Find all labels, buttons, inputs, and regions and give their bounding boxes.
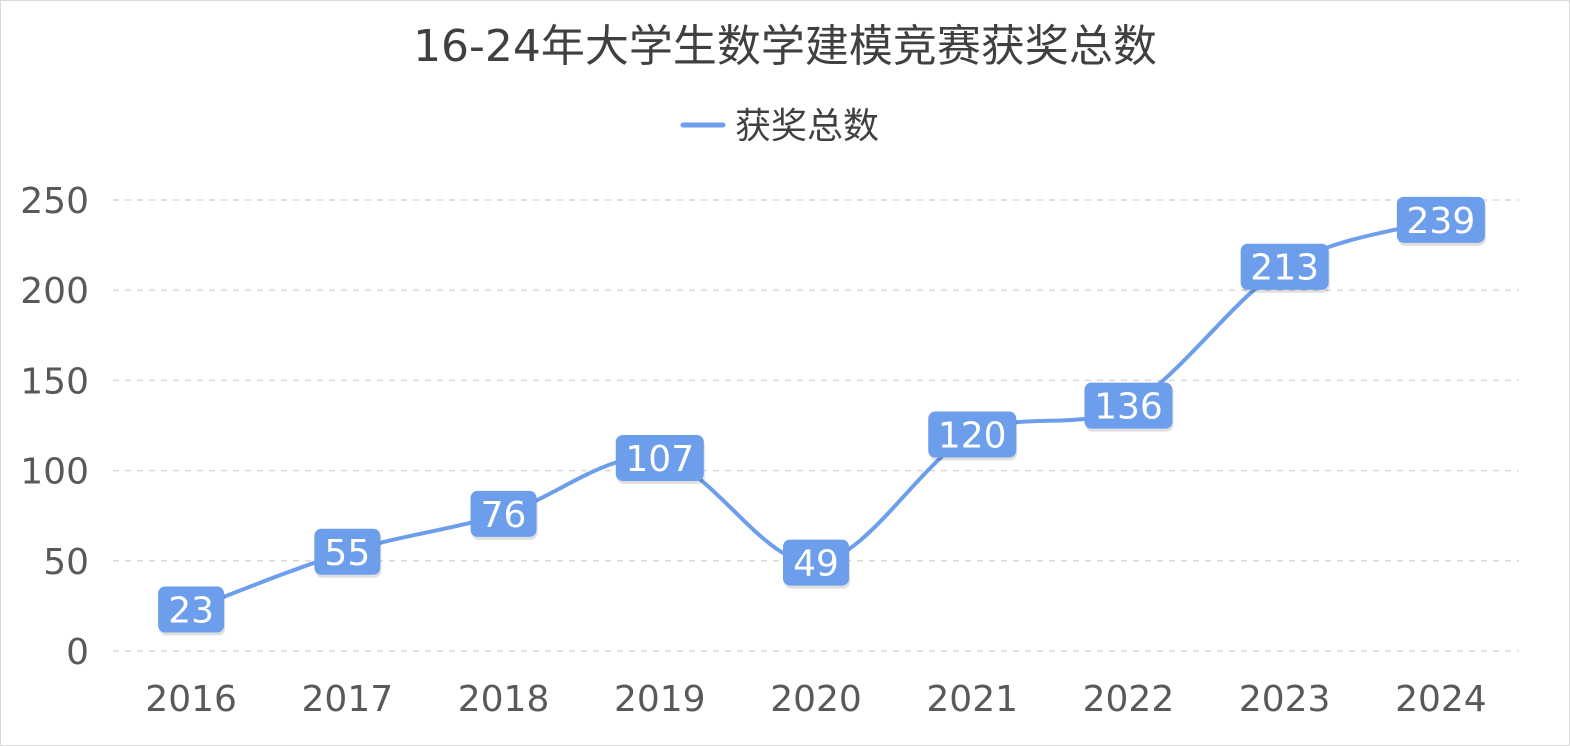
y-tick-label: 200 bbox=[20, 271, 89, 312]
data-label-value: 55 bbox=[324, 533, 370, 574]
data-label-box bbox=[615, 434, 704, 481]
legend-label: 获奖总数 bbox=[735, 106, 879, 147]
data-label: 23 bbox=[158, 586, 226, 636]
data-label-value: 136 bbox=[1094, 387, 1163, 428]
data-label-box bbox=[928, 411, 1017, 458]
data-label: 239 bbox=[1396, 196, 1486, 246]
data-label-box bbox=[158, 586, 225, 633]
y-tick-label: 250 bbox=[20, 181, 89, 222]
data-label-value: 107 bbox=[625, 439, 694, 480]
data-label-box bbox=[1240, 243, 1329, 290]
x-axis-tick-labels: 2016 2017 2018 2019 2020 2021 2022 2023 2024 bbox=[145, 679, 1486, 720]
data-label-box bbox=[1084, 382, 1173, 429]
legend: 获奖总数 bbox=[680, 106, 879, 147]
x-tick-label: 2021 bbox=[926, 679, 1018, 720]
data-label: 76 bbox=[470, 490, 538, 540]
y-tick-label: 150 bbox=[20, 361, 89, 402]
data-label: 120 bbox=[928, 411, 1018, 461]
x-tick-label: 2020 bbox=[770, 679, 862, 720]
x-tick-label: 2016 bbox=[145, 679, 237, 720]
x-tick-label: 2022 bbox=[1083, 679, 1175, 720]
x-tick-label: 2023 bbox=[1239, 679, 1331, 720]
x-tick-label: 2018 bbox=[458, 679, 550, 720]
data-label: 49 bbox=[783, 539, 850, 589]
chart-title: 16-24年大学生数学建模竞赛获奖总数 bbox=[413, 21, 1157, 72]
data-label-value: 76 bbox=[481, 495, 527, 536]
x-tick-label: 2024 bbox=[1395, 679, 1487, 720]
y-tick-label: 100 bbox=[20, 452, 89, 493]
data-label-box bbox=[1396, 196, 1485, 243]
data-label: 136 bbox=[1084, 382, 1174, 432]
x-tick-label: 2017 bbox=[302, 679, 394, 720]
y-tick-label: 0 bbox=[66, 632, 89, 673]
data-label-box bbox=[470, 490, 537, 537]
data-labels: 23 55 76 107 49 120 136 213 239 bbox=[158, 196, 1486, 636]
data-label-value: 120 bbox=[938, 416, 1007, 457]
y-axis-tick-labels: 0 50 100 150 200 250 bbox=[20, 181, 89, 673]
data-label-value: 239 bbox=[1407, 201, 1476, 242]
data-label: 213 bbox=[1240, 243, 1330, 293]
x-tick-label: 2019 bbox=[614, 679, 706, 720]
data-label: 55 bbox=[314, 528, 382, 578]
data-label-value: 49 bbox=[793, 544, 839, 585]
data-label-value: 23 bbox=[168, 591, 214, 632]
data-label-box bbox=[314, 528, 381, 575]
data-label-value: 213 bbox=[1250, 248, 1319, 289]
data-label-box bbox=[783, 539, 849, 586]
data-label: 107 bbox=[615, 434, 705, 484]
y-tick-label: 50 bbox=[43, 542, 89, 583]
